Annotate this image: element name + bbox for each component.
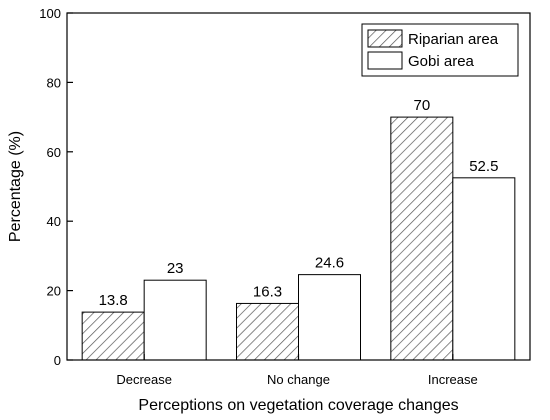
y-tick-label-40: 40 xyxy=(47,214,61,229)
x-tick-label-2: Increase xyxy=(428,372,478,387)
x-tick-label-0: Decrease xyxy=(116,372,172,387)
legend-swatch-gobi xyxy=(367,51,403,70)
legend-label-riparian: Riparian area xyxy=(408,31,499,48)
legend: Riparian area Gobi area xyxy=(361,23,519,77)
x-axis: Decrease No change Increase xyxy=(116,354,478,387)
value-label-riparian-1: 16.3 xyxy=(253,283,282,300)
value-label-gobi-0: 23 xyxy=(167,260,184,277)
y-tick-label-0: 0 xyxy=(54,353,61,368)
bar-gobi-2 xyxy=(452,177,516,361)
x-axis-label: Perceptions on vegetation coverage chang… xyxy=(138,397,458,414)
bar-gobi-1 xyxy=(298,274,361,361)
y-axis-label: Percentage (%) xyxy=(7,131,24,242)
bar-riparian-2 xyxy=(390,116,454,361)
bar-riparian-0 xyxy=(81,311,145,361)
y-tick-label-80: 80 xyxy=(47,75,61,90)
y-axis: 0 20 40 60 80 100 xyxy=(39,6,73,368)
value-label-gobi-2: 52.5 xyxy=(469,158,498,175)
legend-swatch-riparian xyxy=(367,29,403,48)
x-tick-label-1: No change xyxy=(267,372,330,387)
y-tick-label-100: 100 xyxy=(39,6,61,21)
bar-riparian-1 xyxy=(236,302,299,361)
y-tick-label-60: 60 xyxy=(47,145,61,160)
value-label-riparian-2: 70 xyxy=(413,97,430,114)
bar-gobi-0 xyxy=(143,279,207,361)
legend-label-gobi: Gobi area xyxy=(408,53,475,70)
value-label-gobi-1: 24.6 xyxy=(315,255,344,272)
value-labels-layer: 13.8 23 16.3 24.6 70 52.5 xyxy=(99,97,499,309)
y-tick-label-20: 20 xyxy=(47,284,61,299)
value-label-riparian-0: 13.8 xyxy=(99,292,128,309)
bars-layer xyxy=(81,116,516,361)
